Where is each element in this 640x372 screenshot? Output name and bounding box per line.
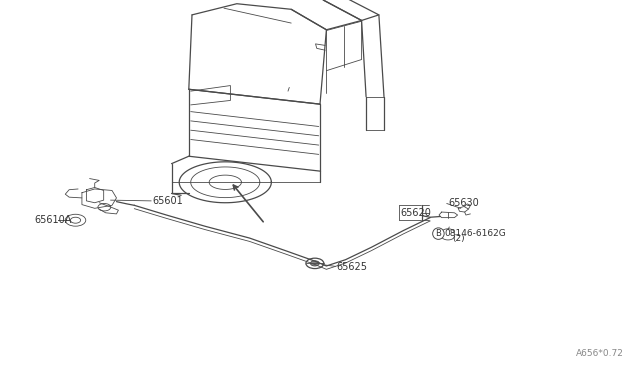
Text: 65625: 65625	[337, 262, 367, 272]
Text: (2): (2)	[452, 234, 465, 243]
Text: 08146-6162G: 08146-6162G	[445, 229, 506, 238]
Text: B: B	[435, 229, 442, 238]
Text: 65620: 65620	[401, 208, 431, 218]
Text: 65610A: 65610A	[34, 215, 71, 225]
Text: 65630: 65630	[448, 198, 479, 208]
Circle shape	[310, 261, 319, 266]
Text: A656*0.72: A656*0.72	[576, 349, 624, 358]
Text: 65601: 65601	[152, 196, 183, 206]
